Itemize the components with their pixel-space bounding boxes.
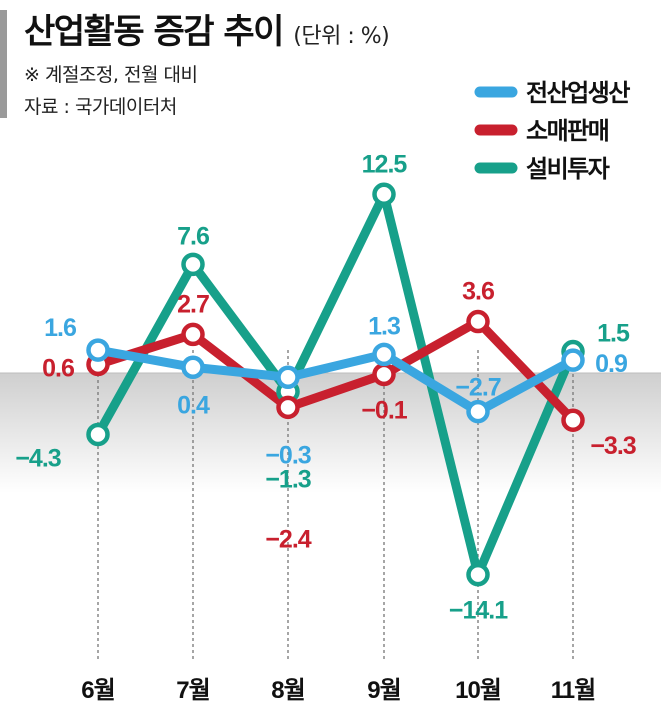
data-label: 3.6 — [462, 278, 494, 306]
x-tick-label: 11월 — [551, 677, 595, 704]
data-point — [372, 362, 396, 387]
series-line-1 — [93, 345, 578, 417]
x-tick-label: 8월 — [271, 677, 304, 704]
legend-label: 설비투자 — [526, 155, 610, 183]
legend-label: 소매판매 — [526, 117, 609, 145]
data-label: 0.4 — [177, 391, 210, 419]
data-point — [466, 399, 490, 424]
data-point — [466, 562, 490, 587]
data-label: 1.5 — [597, 320, 630, 348]
data-label: 1.3 — [368, 312, 400, 340]
data-point — [466, 309, 490, 334]
data-point — [181, 322, 205, 347]
data-label: 2.7 — [177, 290, 209, 318]
data-label: 7.6 — [177, 222, 209, 250]
data-point — [86, 338, 110, 362]
data-label: −0.1 — [361, 396, 407, 424]
x-tick-label: 7월 — [176, 677, 209, 704]
x-tick-label: 9월 — [367, 677, 400, 704]
data-label: 0.9 — [595, 350, 627, 378]
series-line-2 — [93, 317, 578, 425]
legend-label: 전산업생산 — [526, 79, 630, 107]
unit-label: (단위 : %) — [293, 24, 390, 49]
data-point — [276, 395, 300, 420]
data-label: −2.7 — [455, 374, 500, 402]
chart-title: 산업활동 증감 추이 (단위 : %) — [24, 4, 390, 53]
data-label: −14.1 — [449, 597, 508, 625]
data-label: −4.3 — [15, 444, 60, 472]
data-label: −1.3 — [265, 466, 310, 494]
data-point — [86, 422, 110, 447]
data-label: −2.4 — [265, 525, 311, 553]
data-point — [276, 365, 300, 390]
chart-title-text: 산업활동 증감 추이 — [24, 12, 284, 52]
x-tick-label: 6월 — [81, 677, 114, 704]
data-label: 12.5 — [362, 150, 408, 178]
data-label: 1.6 — [44, 314, 76, 342]
data-point — [181, 252, 205, 277]
chart-source: 자료 : 국가데이터처 — [24, 96, 177, 118]
title-accent-bar — [0, 10, 7, 118]
data-point — [561, 348, 585, 372]
data-point — [372, 182, 396, 206]
data-point — [181, 355, 205, 380]
data-point — [372, 342, 396, 367]
data-label: 0.6 — [42, 354, 74, 382]
data-label: −0.3 — [265, 441, 310, 469]
series-line-3 — [93, 189, 578, 580]
x-tick-label: 10월 — [455, 677, 501, 704]
data-label: −3.3 — [590, 432, 635, 460]
data-point — [561, 408, 585, 432]
chart-note: ※ 계절조정, 전월 대비 — [24, 64, 198, 86]
